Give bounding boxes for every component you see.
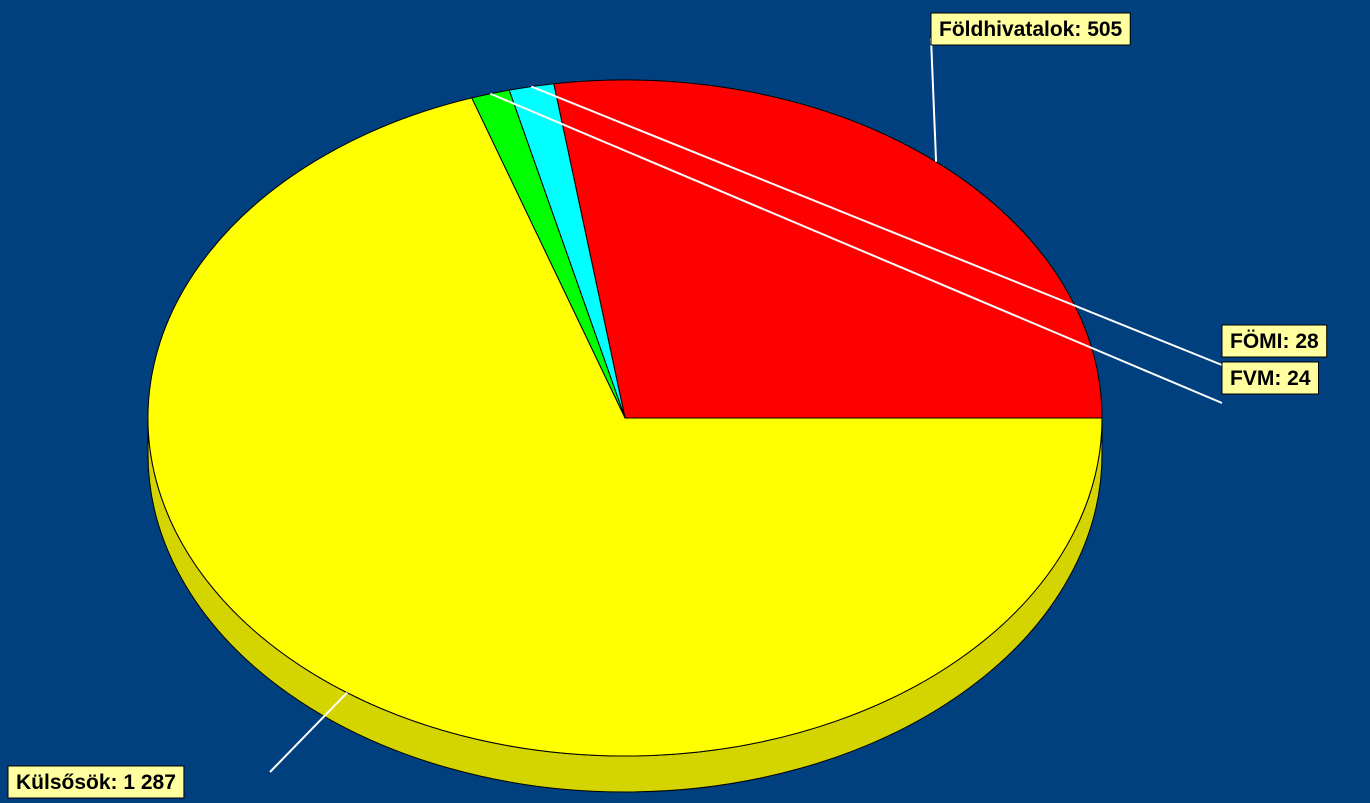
label-name: Külsősök [16, 771, 111, 794]
data-label: FVM: 24 [1221, 361, 1320, 395]
pie-slice [147, 97, 1103, 757]
data-label: FÖMI: 28 [1221, 324, 1328, 358]
label-text: Földhivatalok: 505 [939, 18, 1123, 41]
label-value: 1 287 [123, 771, 176, 794]
label-box [1221, 361, 1320, 395]
label-box [930, 12, 1131, 46]
label-name: FÖMI [1230, 330, 1283, 353]
label-sep: : [1283, 330, 1296, 353]
label-name: FVM [1230, 367, 1274, 390]
leader-line [489, 92, 1223, 404]
label-value: 505 [1087, 18, 1122, 41]
leader-line [269, 692, 348, 773]
label-box [7, 765, 185, 799]
label-box [1221, 324, 1328, 358]
label-text: FÖMI: 28 [1230, 330, 1319, 353]
label-name: Földhivatalok [939, 18, 1075, 41]
data-label: Külsősök: 1 287 [7, 765, 185, 799]
label-sep: : [111, 771, 124, 794]
label-text: FVM: 24 [1230, 367, 1311, 390]
label-value: 28 [1295, 330, 1319, 353]
label-sep: : [1274, 367, 1287, 390]
leader-line [530, 85, 1223, 366]
leader-line [930, 37, 938, 162]
label-text: Külsősök: 1 287 [16, 771, 176, 794]
pie-slice [553, 79, 1103, 419]
data-label: Földhivatalok: 505 [930, 12, 1131, 46]
label-value: 24 [1287, 367, 1311, 390]
label-sep: : [1074, 18, 1087, 41]
